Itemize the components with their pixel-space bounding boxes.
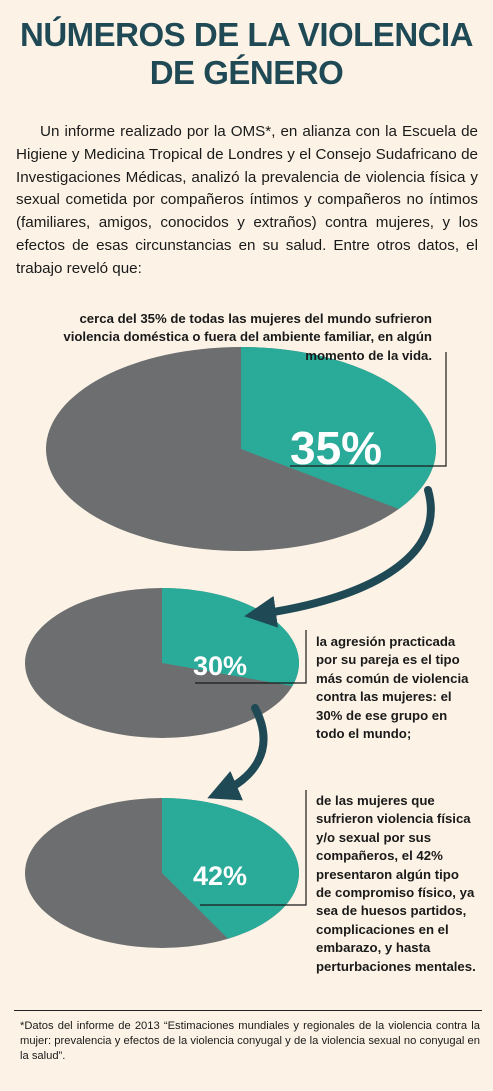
footnote: *Datos del informe de 2013 “Estimaciones… [20, 1020, 480, 1062]
title-line-1: NÚMEROS DE LA VIOLENCIA [20, 16, 473, 53]
note-42: de las mujeres que sufrieron violencia f… [316, 793, 476, 974]
footnote-divider [14, 1010, 482, 1011]
connector-line-3 [200, 790, 307, 906]
title-line-2: DE GÉNERO [149, 54, 344, 91]
intro-paragraph: Un informe realizado por la OMS*, en ali… [16, 123, 478, 277]
pie-2-value-label: 30% [193, 651, 247, 681]
pie-2-highlight-slice [162, 588, 299, 687]
pie-3-value-label: 42% [193, 861, 247, 891]
note-35: cerca del 35% de todas las mujeres del m… [63, 311, 432, 363]
page-title: NÚMEROS DE LA VIOLENCIA DE GÉNERO [0, 16, 493, 92]
pie-1-value-label: 35% [290, 422, 382, 474]
curved-arrow-2 [207, 704, 268, 801]
connector-line-1 [290, 352, 447, 467]
pie-charts: 35% 30% 42% [25, 346, 447, 948]
note-30: la agresión practicada por su pareja es … [316, 634, 469, 742]
connector-line-2 [195, 630, 307, 684]
curved-arrow-1 [244, 486, 435, 628]
pie-1-highlight-slice [241, 346, 437, 509]
pie-3-highlight-slice [162, 798, 299, 939]
